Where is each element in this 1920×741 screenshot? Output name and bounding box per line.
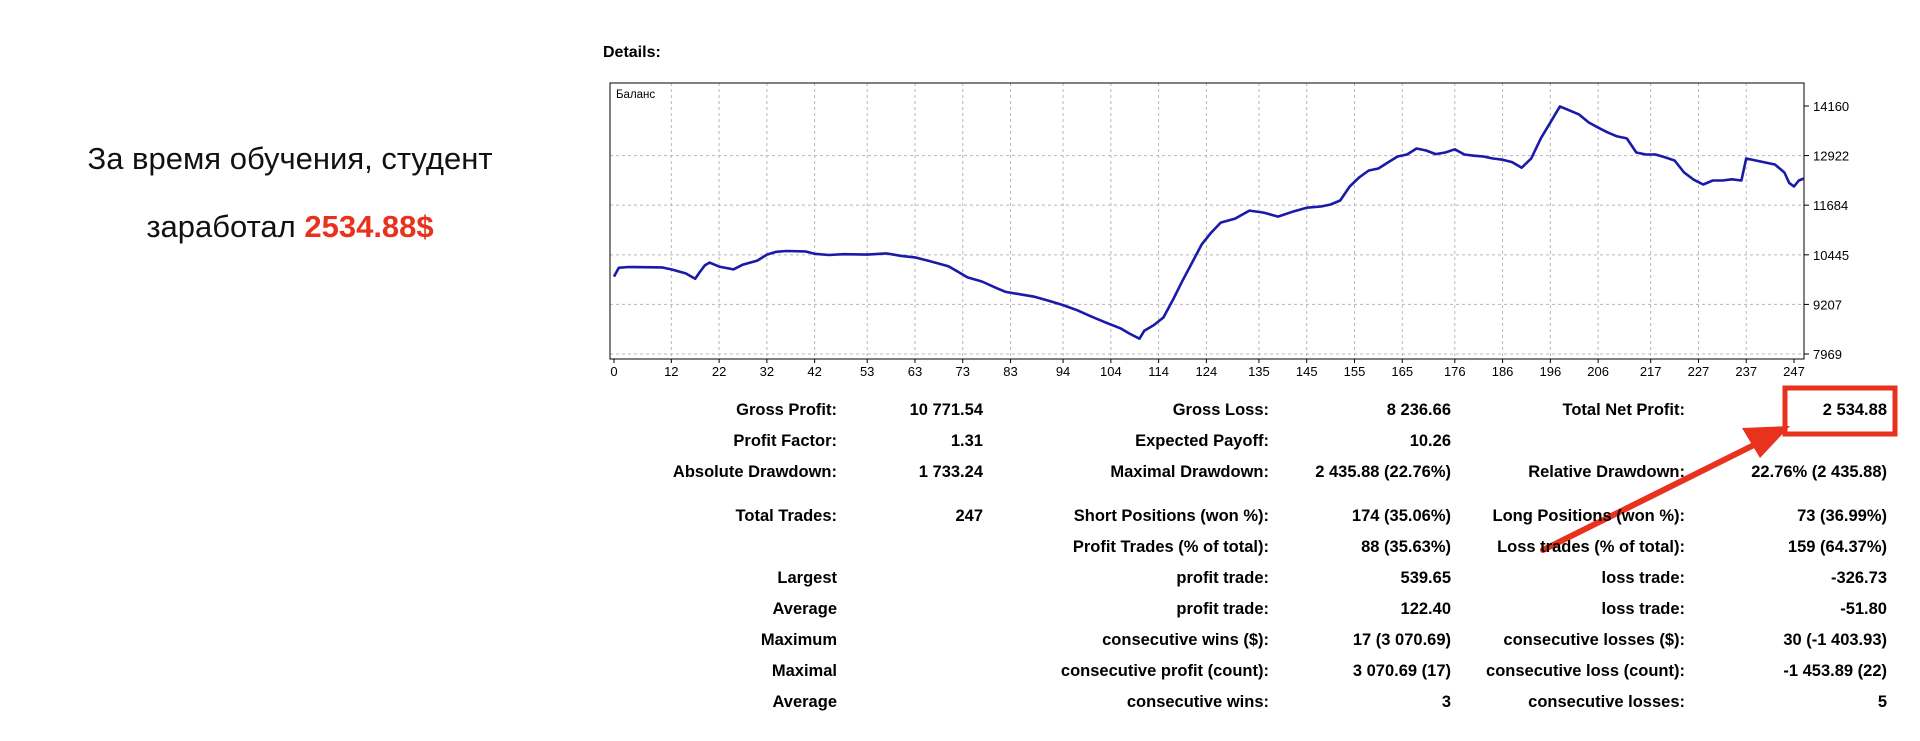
- x-tick-label: 94: [1056, 364, 1070, 379]
- net-profit-highlight-box: [1782, 385, 1898, 437]
- x-tick-label: 32: [760, 364, 774, 379]
- x-tick-label: 196: [1540, 364, 1562, 379]
- x-tick-label: 155: [1344, 364, 1366, 379]
- y-axis-ticks: 14160 12922 11684 10445 9207 7969: [1804, 99, 1849, 362]
- caption-prefix: заработал: [146, 209, 305, 244]
- x-tick-label: 104: [1100, 364, 1122, 379]
- y-tick-label: 12922: [1813, 149, 1849, 164]
- x-tick-label: 124: [1196, 364, 1218, 379]
- x-tick-label: 227: [1688, 364, 1710, 379]
- x-tick-label: 42: [807, 364, 821, 379]
- caption-line-1: За время обучения, студент: [87, 141, 493, 176]
- y-tick-label: 9207: [1813, 297, 1842, 312]
- y-tick-label: 7969: [1813, 347, 1842, 362]
- balance-series-line: [612, 105, 1805, 341]
- x-tick-label: 22: [712, 364, 726, 379]
- plot-frame: [609, 82, 1805, 360]
- y-tick-label: 14160: [1813, 99, 1849, 114]
- x-tick-label: 63: [908, 364, 922, 379]
- details-title: Details:: [603, 44, 661, 61]
- x-tick-label: 53: [860, 364, 874, 379]
- x-tick-label: 135: [1248, 364, 1270, 379]
- x-axis-ticks: 0 12 22 32 42 53 63 73 83 94 104 114 124 135 145 155 165…: [610, 359, 1805, 379]
- x-tick-label: 217: [1640, 364, 1662, 379]
- y-tick-label: 10445: [1813, 248, 1849, 263]
- x-tick-label: 114: [1148, 364, 1169, 379]
- caption-amount: 2534.88$: [304, 209, 434, 244]
- caption: За время обучения, студент заработал 253…: [40, 125, 540, 261]
- x-tick-label: 247: [1783, 364, 1805, 379]
- x-tick-label: 206: [1587, 364, 1609, 379]
- red-arrow-head: [1742, 426, 1790, 458]
- x-tick-label: 145: [1296, 364, 1318, 379]
- red-arrow-shaft: [1540, 441, 1759, 553]
- net-profit-highlight: [1540, 385, 1898, 553]
- x-tick-label: 83: [1003, 364, 1017, 379]
- x-tick-label: 237: [1735, 364, 1757, 379]
- y-tick-label: 11684: [1813, 198, 1848, 213]
- chart-title: Баланс: [616, 89, 655, 101]
- x-tick-label: 0: [610, 364, 617, 379]
- x-tick-label: 165: [1391, 364, 1413, 379]
- x-tick-label: 176: [1444, 364, 1466, 379]
- chart-grid: [610, 83, 1804, 359]
- x-tick-label: 186: [1492, 364, 1514, 379]
- caption-line-2: заработал 2534.88$: [40, 193, 540, 261]
- x-tick-label: 73: [956, 364, 970, 379]
- x-tick-label: 12: [664, 364, 678, 379]
